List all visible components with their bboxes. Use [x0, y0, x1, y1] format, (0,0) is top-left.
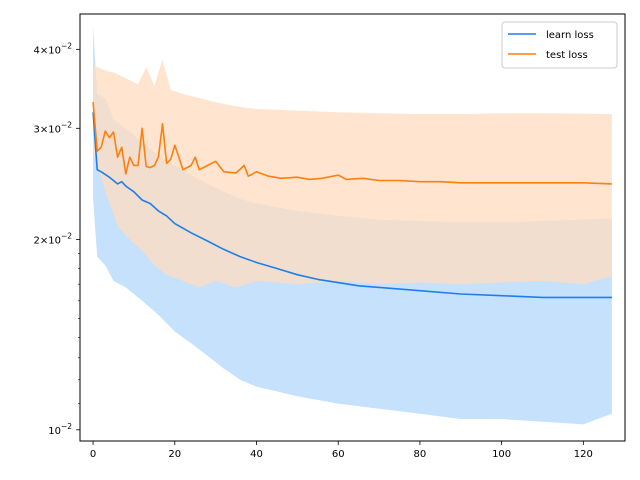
line-learn-loss: [92, 112, 612, 299]
legend-label: test loss: [546, 50, 588, 61]
legend-label: learn loss: [546, 30, 594, 41]
band-test-loss: [93, 59, 612, 288]
y-tick-label: 2×10−2: [33, 232, 72, 247]
legend: learn loss test loss: [501, 21, 618, 69]
legend-box: [501, 21, 618, 69]
x-tick-label: 60: [332, 449, 345, 460]
plot-frame: [79, 13, 626, 442]
confidence-bands: [93, 26, 612, 425]
line-test-loss: [92, 102, 612, 185]
y-tick-label: 10−2: [48, 422, 72, 437]
y-axis: 10−2 2×10−2 3×10−2 4×10−2: [33, 41, 80, 437]
x-axis: 0 20 40 60 80 100 120: [90, 441, 593, 460]
x-tick-label: 20: [168, 449, 181, 460]
series-lines: [92, 102, 612, 299]
x-tick-label: 120: [574, 449, 593, 460]
y-tick-label: 3×10−2: [33, 120, 72, 135]
x-tick-label: 40: [250, 449, 263, 460]
x-tick-label: 80: [414, 449, 427, 460]
x-tick-label: 0: [90, 449, 96, 460]
x-tick-label: 100: [492, 449, 511, 460]
y-tick-label: 4×10−2: [33, 41, 72, 56]
